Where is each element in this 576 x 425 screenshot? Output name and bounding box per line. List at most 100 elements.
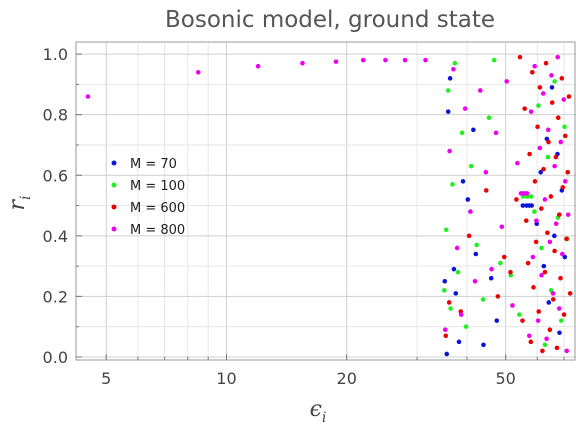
data-point — [542, 269, 548, 275]
data-point — [542, 197, 548, 202]
data-point — [535, 318, 541, 323]
data-point — [527, 333, 532, 339]
data-point — [539, 272, 544, 278]
data-point — [451, 266, 457, 272]
data-point — [499, 224, 505, 230]
data-point — [442, 327, 448, 333]
data-point — [85, 94, 91, 99]
data-point — [528, 339, 534, 345]
data-point — [494, 318, 500, 323]
data-point — [553, 154, 559, 160]
series-2 — [441, 57, 570, 348]
legend-marker — [111, 160, 117, 166]
x-axis-label: ϵi — [310, 397, 327, 425]
data-point — [550, 297, 556, 302]
data-point — [538, 169, 544, 175]
data-point — [465, 197, 471, 202]
data-point — [552, 163, 557, 169]
data-point — [566, 94, 572, 99]
data-point — [481, 342, 486, 348]
data-point — [545, 127, 551, 133]
data-point — [473, 251, 479, 257]
data-point — [548, 194, 554, 199]
y-tick-label: 0.0 — [43, 348, 68, 367]
data-point — [442, 278, 448, 284]
data-point — [520, 203, 526, 208]
data-point — [300, 60, 305, 66]
data-point — [522, 106, 528, 111]
data-point — [528, 109, 534, 114]
data-point — [541, 263, 547, 269]
y-axis-label-subscript: i — [18, 195, 34, 199]
data-point — [549, 85, 555, 90]
data-point — [517, 54, 523, 60]
data-point — [547, 327, 553, 333]
series-4 — [85, 54, 571, 354]
legend-marker — [111, 182, 117, 188]
data-point — [459, 130, 465, 136]
data-point — [441, 288, 447, 293]
data-point — [541, 166, 546, 172]
data-point — [561, 97, 567, 102]
data-point — [560, 185, 566, 190]
data-point — [489, 266, 494, 272]
data-point — [527, 151, 532, 157]
data-point — [543, 60, 549, 66]
data-point — [564, 348, 570, 354]
data-point — [448, 306, 453, 311]
data-point — [510, 303, 515, 308]
x-tick-label: 10 — [216, 369, 236, 388]
data-point — [562, 254, 568, 260]
data-point — [556, 212, 562, 217]
series-1 — [442, 76, 568, 357]
data-point — [524, 191, 530, 196]
data-point — [255, 63, 261, 69]
legend: M = 70 M = 100 M = 600 M = 800 — [111, 157, 185, 238]
data-point — [498, 260, 503, 266]
legend-label: M = 100 — [130, 179, 185, 194]
data-point — [562, 179, 568, 184]
data-point — [474, 242, 479, 248]
data-point — [471, 127, 476, 133]
data-point — [195, 69, 201, 75]
data-point — [504, 79, 510, 84]
data-point — [360, 57, 366, 63]
legend-label: M = 600 — [130, 201, 185, 216]
data-point — [523, 218, 529, 223]
data-point — [535, 124, 540, 130]
data-point — [468, 163, 474, 169]
data-point — [552, 248, 557, 254]
data-point — [488, 275, 494, 281]
data-point — [491, 57, 497, 63]
data-point — [536, 309, 542, 314]
data-point — [483, 188, 489, 193]
data-point — [534, 218, 539, 223]
data-point — [495, 294, 501, 299]
data-point — [443, 227, 449, 233]
data-point — [444, 351, 450, 357]
data-point — [466, 233, 472, 239]
data-point — [402, 57, 408, 63]
data-point — [443, 333, 449, 339]
data-point — [558, 318, 564, 323]
data-point — [515, 160, 520, 166]
data-point — [486, 115, 492, 121]
data-point — [501, 254, 507, 260]
data-point — [447, 148, 452, 154]
data-point — [555, 115, 561, 121]
data-point — [520, 318, 525, 323]
data-point — [529, 203, 535, 208]
data-point — [383, 57, 388, 63]
chart-title: Bosonic model, ground state — [165, 7, 495, 33]
grid-lines — [76, 42, 576, 360]
y-tick-label: 0.4 — [43, 227, 68, 246]
data-point — [559, 76, 565, 81]
data-point — [538, 206, 544, 211]
data-point — [532, 209, 537, 214]
data-point — [564, 236, 569, 242]
data-point — [453, 291, 459, 296]
data-point — [562, 124, 567, 130]
data-point — [423, 57, 428, 63]
data-point — [557, 330, 562, 336]
legend-label: M = 800 — [130, 223, 185, 238]
